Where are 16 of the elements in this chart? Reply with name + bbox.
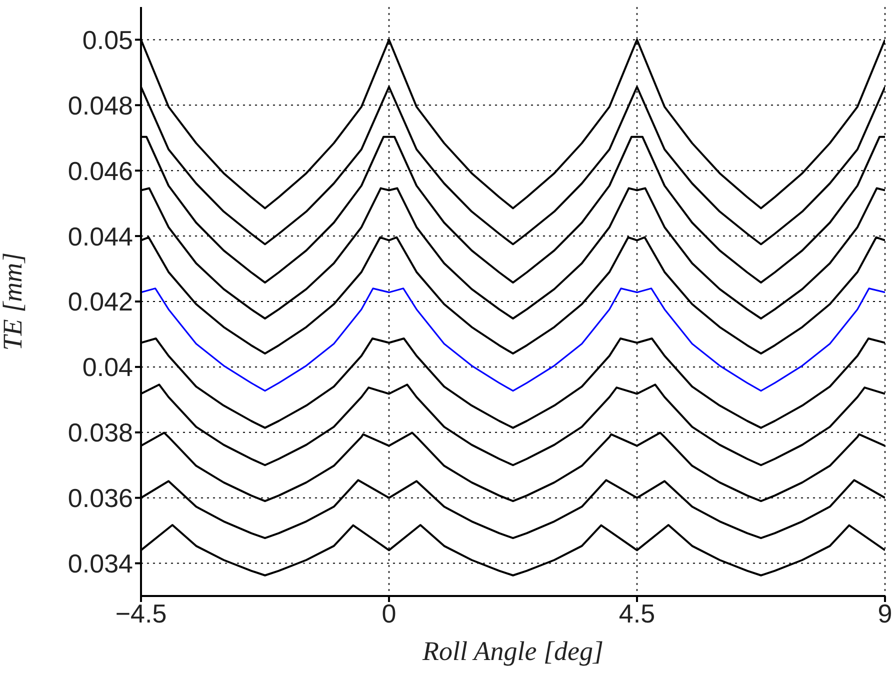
line-series xyxy=(141,288,885,392)
x-axis-title: Roll Angle [deg] xyxy=(422,636,604,666)
x-tick-label: 4.5 xyxy=(618,598,656,628)
x-tick-label: 9 xyxy=(878,598,892,628)
y-tick-label: 0.036 xyxy=(68,483,133,514)
x-tick-label: −4.5 xyxy=(115,598,167,628)
x-tick-label: 0 xyxy=(382,598,396,628)
y-tick-label: 0.04 xyxy=(82,352,133,382)
y-tick-label: 0.038 xyxy=(68,418,133,448)
y-tick-label: 0.034 xyxy=(68,548,133,579)
y-tick-label: 0.044 xyxy=(68,221,133,252)
y-tick-label: 0.05 xyxy=(82,24,133,55)
y-axis-title: TE [mm] xyxy=(0,252,28,351)
y-tick-label: 0.046 xyxy=(68,156,133,186)
y-tick-label: 0.042 xyxy=(68,286,133,317)
y-tick-label: 0.048 xyxy=(68,90,133,120)
